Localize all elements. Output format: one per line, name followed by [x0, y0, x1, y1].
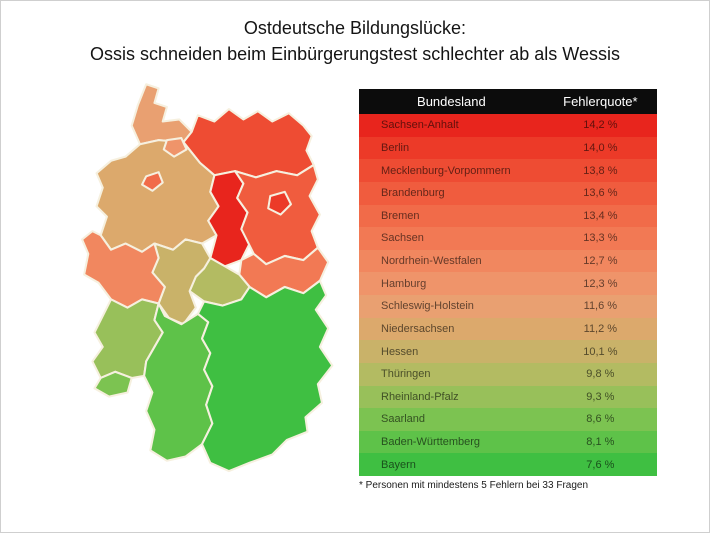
- state-name-cell: Nordrhein-Westfalen: [381, 255, 482, 268]
- state-name-cell: Niedersachsen: [381, 322, 455, 335]
- table-row: Sachsen-Anhalt 14,2 %: [359, 114, 657, 137]
- value-cell: 11,6 %: [583, 300, 618, 313]
- value-cell: 11,2 %: [583, 322, 618, 335]
- map-state-bremen: [141, 171, 164, 192]
- table-row: Schleswig-Holstein 11,6 %: [359, 295, 657, 318]
- col-header-bundesland: Bundesland: [417, 94, 486, 109]
- value-cell: 14,0 %: [583, 141, 618, 154]
- state-name-cell: Thüringen: [381, 368, 431, 381]
- state-name-cell: Sachsen-Anhalt: [381, 119, 459, 132]
- map-state-bayern: [196, 279, 334, 473]
- table-row: Saarland 8,6 %: [359, 408, 657, 431]
- table-row: Rheinland-Pfalz 9,3 %: [359, 385, 657, 409]
- table-row: Berlin 14,0 %: [359, 136, 657, 160]
- error-rate-table: Bundesland Fehlerquote* Sachsen-Anhalt 1…: [359, 89, 657, 476]
- table-row: Brandenburg 13,6 %: [359, 181, 657, 205]
- map-state-hamburg: [162, 137, 188, 158]
- title-line-1: Ostdeutsche Bildungslücke:: [243, 18, 467, 38]
- value-cell: 9,8 %: [586, 368, 615, 381]
- footnote: * Personen mit mindestens 5 Fehlern bei …: [359, 480, 589, 491]
- table-row: Bremen 13,4 %: [359, 204, 657, 228]
- table-row: Sachsen 13,3 %: [359, 227, 657, 250]
- state-name-cell: Berlin: [381, 141, 410, 154]
- col-header-fehlerquote: Fehlerquote*: [563, 94, 638, 109]
- value-cell: 10,1 %: [583, 345, 618, 358]
- table-row: Niedersachsen 11,2 %: [359, 317, 657, 341]
- map-state-schleswig-holstein: [130, 83, 193, 146]
- germany-map-svg: [81, 83, 334, 473]
- table-row: Baden-Württemberg 8,1 %: [359, 430, 657, 454]
- title-line-2: Ossis schneiden beim Einbürgerungstest s…: [90, 44, 620, 65]
- table-row: Bayern 7,6 %: [359, 453, 657, 476]
- state-name-cell: Baden-Württemberg: [381, 436, 481, 449]
- state-name-cell: Sachsen: [381, 232, 424, 245]
- state-name-cell: Mecklenburg-Vorpommern: [381, 164, 511, 177]
- table-row: Mecklenburg-Vorpommern 13,8 %: [359, 159, 657, 182]
- value-cell: 13,4 %: [583, 209, 618, 222]
- value-cell: 7,6 %: [586, 458, 615, 471]
- value-cell: 12,7 %: [583, 255, 618, 268]
- table-body: Sachsen-Anhalt 14,2 % Berlin 14,0 % Meck…: [359, 114, 657, 476]
- value-cell: 12,3 %: [583, 277, 618, 290]
- state-name-cell: Bremen: [381, 209, 420, 222]
- page-title: Ostdeutsche Bildungslücke: Ossis schneid…: [1, 15, 709, 67]
- value-cell: 14,2 %: [583, 119, 618, 132]
- table-row: Thüringen 9,8 %: [359, 362, 657, 386]
- table-row: Nordrhein-Westfalen 12,7 %: [359, 249, 657, 273]
- value-cell: 13,3 %: [583, 232, 618, 245]
- state-name-cell: Rheinland-Pfalz: [381, 390, 459, 403]
- state-name-cell: Brandenburg: [381, 187, 445, 200]
- state-name-cell: Schleswig-Holstein: [381, 300, 474, 313]
- table-row: Hessen 10,1 %: [359, 340, 657, 363]
- table-header: Bundesland Fehlerquote*: [359, 89, 657, 114]
- map-state-saarland: [93, 370, 133, 398]
- value-cell: 8,1 %: [586, 436, 615, 449]
- map-state-berlin: [267, 190, 293, 216]
- state-name-cell: Saarland: [381, 413, 426, 426]
- state-name-cell: Hamburg: [381, 277, 427, 290]
- value-cell: 8,6 %: [586, 413, 615, 426]
- table-row: Hamburg 12,3 %: [359, 272, 657, 295]
- value-cell: 13,8 %: [583, 164, 618, 177]
- germany-map: [51, 76, 351, 500]
- state-name-cell: Bayern: [381, 458, 416, 471]
- state-name-cell: Hessen: [381, 345, 419, 358]
- value-cell: 9,3 %: [586, 390, 615, 403]
- value-cell: 13,6 %: [583, 187, 618, 200]
